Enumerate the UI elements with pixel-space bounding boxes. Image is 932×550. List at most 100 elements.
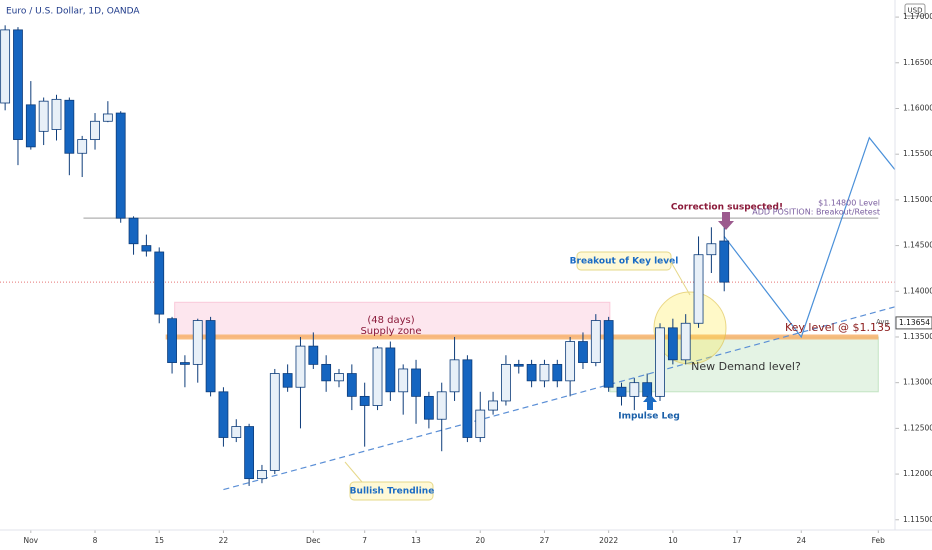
chart-title: Euro / U.S. Dollar, 1D, OANDA	[6, 7, 140, 17]
candle-body	[372, 347, 383, 406]
candle-body	[244, 426, 255, 480]
candle-body	[603, 320, 614, 388]
candle-body	[488, 400, 498, 411]
candle-body	[693, 254, 704, 324]
candle-body	[526, 363, 537, 382]
candle-body	[231, 426, 242, 438]
y-tick-label: 1.16000	[903, 103, 932, 112]
y-tick-label: 1.12500	[903, 423, 932, 432]
candle-body	[282, 373, 293, 388]
candle-body	[359, 395, 370, 406]
candle-body	[385, 347, 396, 393]
x-tick-label: 8	[93, 536, 98, 545]
y-tick-label: 1.14500	[903, 241, 932, 250]
x-tick-label: 22	[219, 536, 229, 545]
up-arrow	[643, 394, 657, 410]
x-tick-label: Feb	[872, 536, 886, 545]
x-tick-label: 15	[154, 536, 164, 545]
candle-body	[578, 341, 588, 363]
candle-body	[552, 363, 563, 382]
currency-box	[904, 3, 926, 17]
candle-body	[0, 29, 11, 104]
annotation: Impulse Leg	[618, 412, 680, 422]
candle-body	[719, 240, 730, 283]
candle-body	[475, 409, 486, 438]
candle-body	[398, 368, 409, 393]
y-tick-label: 1.13000	[903, 378, 932, 387]
x-tick-label: 27	[540, 536, 550, 545]
x-tick-label: 20	[475, 536, 485, 545]
candle-body	[77, 139, 88, 154]
annotation: Breakout of Key level	[570, 257, 679, 267]
candle-body	[539, 363, 550, 382]
candle-body	[680, 322, 691, 361]
candle-body	[655, 327, 665, 397]
candle-body	[90, 120, 100, 140]
y-tick-label: 1.13500	[903, 332, 932, 341]
candle-body	[128, 217, 139, 245]
avg-label: Avg	[876, 318, 889, 326]
trendline	[223, 306, 896, 491]
annotation: Bullish Trendline	[350, 487, 435, 497]
candle-body	[501, 363, 511, 402]
price-marker-box	[895, 316, 932, 330]
x-tick-label: 2022	[599, 536, 618, 545]
y-tick-label: 1.14000	[903, 286, 932, 295]
candle-body	[642, 382, 653, 397]
x-tick-label: 24	[796, 536, 806, 545]
candle-body	[436, 391, 447, 420]
candle-body	[25, 104, 36, 148]
x-tick-label: 7	[362, 536, 367, 545]
candle-body	[167, 318, 177, 363]
y-tick-label: 1.11500	[903, 515, 932, 524]
y-tick-label: 1.17000	[903, 12, 932, 21]
candle-body	[257, 470, 267, 480]
candle-body	[334, 373, 344, 382]
candle-body	[180, 362, 190, 365]
candle-body	[205, 320, 216, 393]
candle-body	[64, 99, 75, 154]
annotation: Key level @ $1.135	[785, 321, 891, 334]
candle-body	[154, 251, 165, 315]
annotation-box	[576, 251, 672, 271]
x-tick-label: 13	[411, 536, 421, 545]
candle-body	[706, 243, 717, 256]
y-tick-label: 1.12000	[903, 469, 932, 478]
candle-body	[102, 113, 113, 122]
price-marker-label: 1.13654	[899, 318, 930, 327]
candle-body	[308, 345, 319, 365]
candle-body	[141, 245, 152, 252]
candle-body	[269, 373, 280, 471]
candle-body	[616, 386, 627, 397]
candle-body	[13, 29, 23, 140]
candle-body	[513, 363, 524, 367]
candle-body	[667, 327, 678, 361]
y-tick-label: 1.16500	[903, 58, 932, 67]
annotation-box	[349, 481, 434, 501]
down-arrow	[718, 212, 734, 230]
marks	[0, 25, 730, 486]
zones	[0, 16, 899, 533]
candle-body	[590, 320, 601, 363]
annotation: Supply zone	[360, 326, 421, 337]
candle-body	[629, 382, 640, 397]
connector	[670, 261, 691, 296]
y-tick-label: 1.15500	[903, 149, 932, 158]
candle-body	[38, 100, 49, 132]
annotation: Correction suspected!	[671, 203, 783, 213]
currency: USD	[908, 7, 923, 15]
x-tick-label: 17	[732, 536, 742, 545]
candle-body	[423, 395, 434, 420]
x-tick-label: Dec	[306, 536, 321, 545]
connector	[344, 461, 363, 483]
annotation: New Demand level?	[691, 360, 801, 373]
candle-body	[115, 112, 126, 219]
candle-body	[346, 373, 357, 397]
candle-body	[462, 359, 473, 438]
candle-body	[295, 345, 306, 388]
projection	[723, 136, 896, 339]
x-tick-label: Nov	[23, 536, 38, 545]
y-tick-label: 1.15000	[903, 195, 932, 204]
